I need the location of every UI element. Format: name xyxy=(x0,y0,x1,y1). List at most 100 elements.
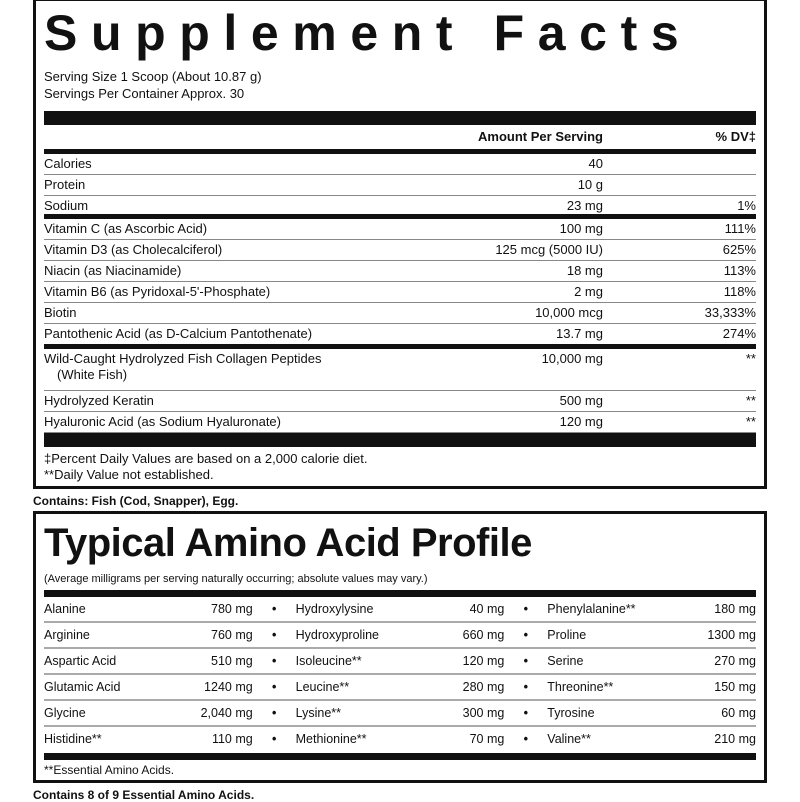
amino-name: Methionine** xyxy=(295,732,367,746)
nutrient-name-line: Hyaluronic Acid (as Sodium Hyaluronate) xyxy=(44,414,281,429)
amino-cell: Leucine** 280 mg xyxy=(296,675,505,699)
amino-cell: Threonine** 150 mg xyxy=(547,675,756,699)
supplement-facts-panel: Supplement Facts Serving Size 1 Scoop (A… xyxy=(33,0,767,489)
nutrient-name: Vitamin B6 (as Pyridoxal-5'-Phosphate) xyxy=(44,282,403,302)
nutrient-name: Wild-Caught Hydrolyzed Fish Collagen Pep… xyxy=(44,351,403,383)
nutrient-name-line: (White Fish) xyxy=(57,367,128,382)
amino-row: Aspartic Acid 510 mg • Isoleucine** 120 mg • S… xyxy=(44,649,756,675)
amino-amount: 70 mg xyxy=(469,732,505,746)
nutrient-dv: 118% xyxy=(723,284,756,299)
nutrient-amount: 125 mcg (5000 IU) xyxy=(495,242,603,257)
bullet-separator: • xyxy=(523,654,528,668)
nutrient-name-line: Pantothenic Acid (as D-Calcium Pantothen… xyxy=(44,326,313,341)
amino-name: Lysine** xyxy=(295,706,342,720)
divider-bar xyxy=(44,753,756,760)
amino-cell: Aspartic Acid 510 mg xyxy=(44,649,253,673)
nutrient-dv: ** xyxy=(745,414,756,429)
amino-amount: 110 mg xyxy=(211,732,253,746)
nutrient-row: Vitamin B6 (as Pyridoxal-5'-Phosphate) 2 … xyxy=(44,282,756,303)
amino-amount: 1300 mg xyxy=(707,628,756,642)
nutrient-name: Vitamin C (as Ascorbic Acid) xyxy=(44,219,403,239)
footnote-not-established: **Daily Value not established. xyxy=(44,467,214,482)
bullet-separator: • xyxy=(523,732,528,746)
nutrient-name-line: Biotin xyxy=(44,305,77,320)
amino-amount: 180 mg xyxy=(714,602,756,616)
amino-footnote: **Essential Amino Acids. xyxy=(44,763,175,777)
amino-name: Leucine** xyxy=(295,680,350,694)
amino-amount: 210 mg xyxy=(714,732,756,746)
serving-size: Serving Size 1 Scoop (About 10.87 g) xyxy=(44,69,262,84)
amino-amount: 1240 mg xyxy=(204,680,253,694)
footnote-dv: ‡Percent Daily Values are based on a 2,0… xyxy=(44,451,368,466)
nutrient-amount: 40 xyxy=(588,156,603,171)
amino-name: Glycine xyxy=(44,706,86,720)
nutrient-name-line: Sodium xyxy=(44,198,89,213)
nutrient-amount: 100 mg xyxy=(559,221,603,236)
amino-amount: 660 mg xyxy=(462,628,505,642)
nutrient-amount: 10,000 mcg xyxy=(535,305,603,320)
amino-amount: 150 mg xyxy=(714,680,756,694)
nutrient-amount: 120 mg xyxy=(559,414,603,429)
amino-amount: 300 mg xyxy=(462,706,505,720)
nutrient-dv: 1% xyxy=(737,198,756,213)
divider-bar xyxy=(44,590,756,597)
nutrient-name: Hydrolyzed Keratin xyxy=(44,391,403,411)
amino-name: Tyrosine xyxy=(547,706,595,720)
nutrient-name: Hyaluronic Acid (as Sodium Hyaluronate) xyxy=(44,412,403,432)
amino-row: Glutamic Acid 1240 mg • Leucine** 280 mg • Thr… xyxy=(44,675,756,701)
nutrient-row: Sodium 23 mg 1% xyxy=(44,196,756,217)
nutrient-name-line: Vitamin D3 (as Cholecalciferol) xyxy=(44,242,223,257)
bullet-separator: • xyxy=(523,706,528,720)
nutrient-row: Protein 10 g xyxy=(44,175,756,196)
amount-header: Amount Per Serving xyxy=(478,129,603,144)
amino-amount: 120 mg xyxy=(462,654,505,668)
essential-amino-statement: Contains 8 of 9 Essential Amino Acids. xyxy=(33,788,255,802)
nutrient-dv: 113% xyxy=(723,263,756,278)
bullet-separator: • xyxy=(523,602,528,616)
nutrient-dv: 274% xyxy=(722,326,756,341)
nutrient-dv: 33,333% xyxy=(704,305,756,320)
nutrient-amount: 500 mg xyxy=(559,393,603,408)
amino-name: Phenylalanine** xyxy=(547,602,636,616)
divider-bar xyxy=(44,214,756,219)
divider-bar xyxy=(44,433,756,447)
nutrient-name: Niacin (as Niacinamide) xyxy=(44,261,403,281)
amino-cell: Methionine** 70 mg xyxy=(296,727,505,753)
amino-name: Hydroxylysine xyxy=(295,602,374,616)
amino-name: Glutamic Acid xyxy=(44,680,121,694)
servings-per-container: Servings Per Container Approx. 30 xyxy=(44,86,245,101)
amino-cell: Hydroxyproline 660 mg xyxy=(296,623,505,647)
nutrient-name-line: Vitamin C (as Ascorbic Acid) xyxy=(44,221,208,236)
amino-cell: Serine 270 mg xyxy=(547,649,756,673)
nutrient-amount: 10 g xyxy=(577,177,603,192)
bullet-separator: • xyxy=(271,732,277,746)
allergen-statement: Contains: Fish (Cod, Snapper), Egg. xyxy=(33,494,239,508)
bullet-separator: • xyxy=(271,706,277,720)
amino-name: Isoleucine** xyxy=(295,654,362,668)
nutrient-name-line: Protein xyxy=(44,177,86,192)
amino-cell: Isoleucine** 120 mg xyxy=(296,649,505,673)
nutrient-name-line: Niacin (as Niacinamide) xyxy=(44,263,182,278)
amino-cell: Arginine 760 mg xyxy=(44,623,253,647)
nutrient-name-line: Calories xyxy=(44,156,92,171)
nutrient-row: Hydrolyzed Keratin 500 mg ** xyxy=(44,391,756,412)
divider-bar xyxy=(44,344,756,349)
amino-cell: Glycine 2,040 mg xyxy=(44,701,253,725)
bullet-separator: • xyxy=(271,680,277,694)
nutrient-name: Sodium xyxy=(44,196,403,216)
amino-row: Alanine 780 mg • Hydroxylysine 40 mg • Phenyla… xyxy=(44,597,756,623)
amino-cell: Glutamic Acid 1240 mg xyxy=(44,675,253,699)
nutrient-name: Vitamin D3 (as Cholecalciferol) xyxy=(44,240,403,260)
bullet-separator: • xyxy=(523,628,528,642)
amino-cell: Tyrosine 60 mg xyxy=(547,701,756,725)
bullet-separator: • xyxy=(523,680,528,694)
amino-title: Typical Amino Acid Profile xyxy=(44,521,532,565)
amino-name: Proline xyxy=(547,628,587,642)
nutrient-name: Biotin xyxy=(44,303,403,323)
amino-name: Aspartic Acid xyxy=(44,654,117,668)
amino-amount: 60 mg xyxy=(721,706,756,720)
bullet-separator: • xyxy=(271,654,277,668)
nutrient-dv: 625% xyxy=(722,242,756,257)
amino-row: Histidine** 110 mg • Methionine** 70 mg • Vali… xyxy=(44,727,756,753)
nutrient-amount: 10,000 mg xyxy=(541,351,603,366)
